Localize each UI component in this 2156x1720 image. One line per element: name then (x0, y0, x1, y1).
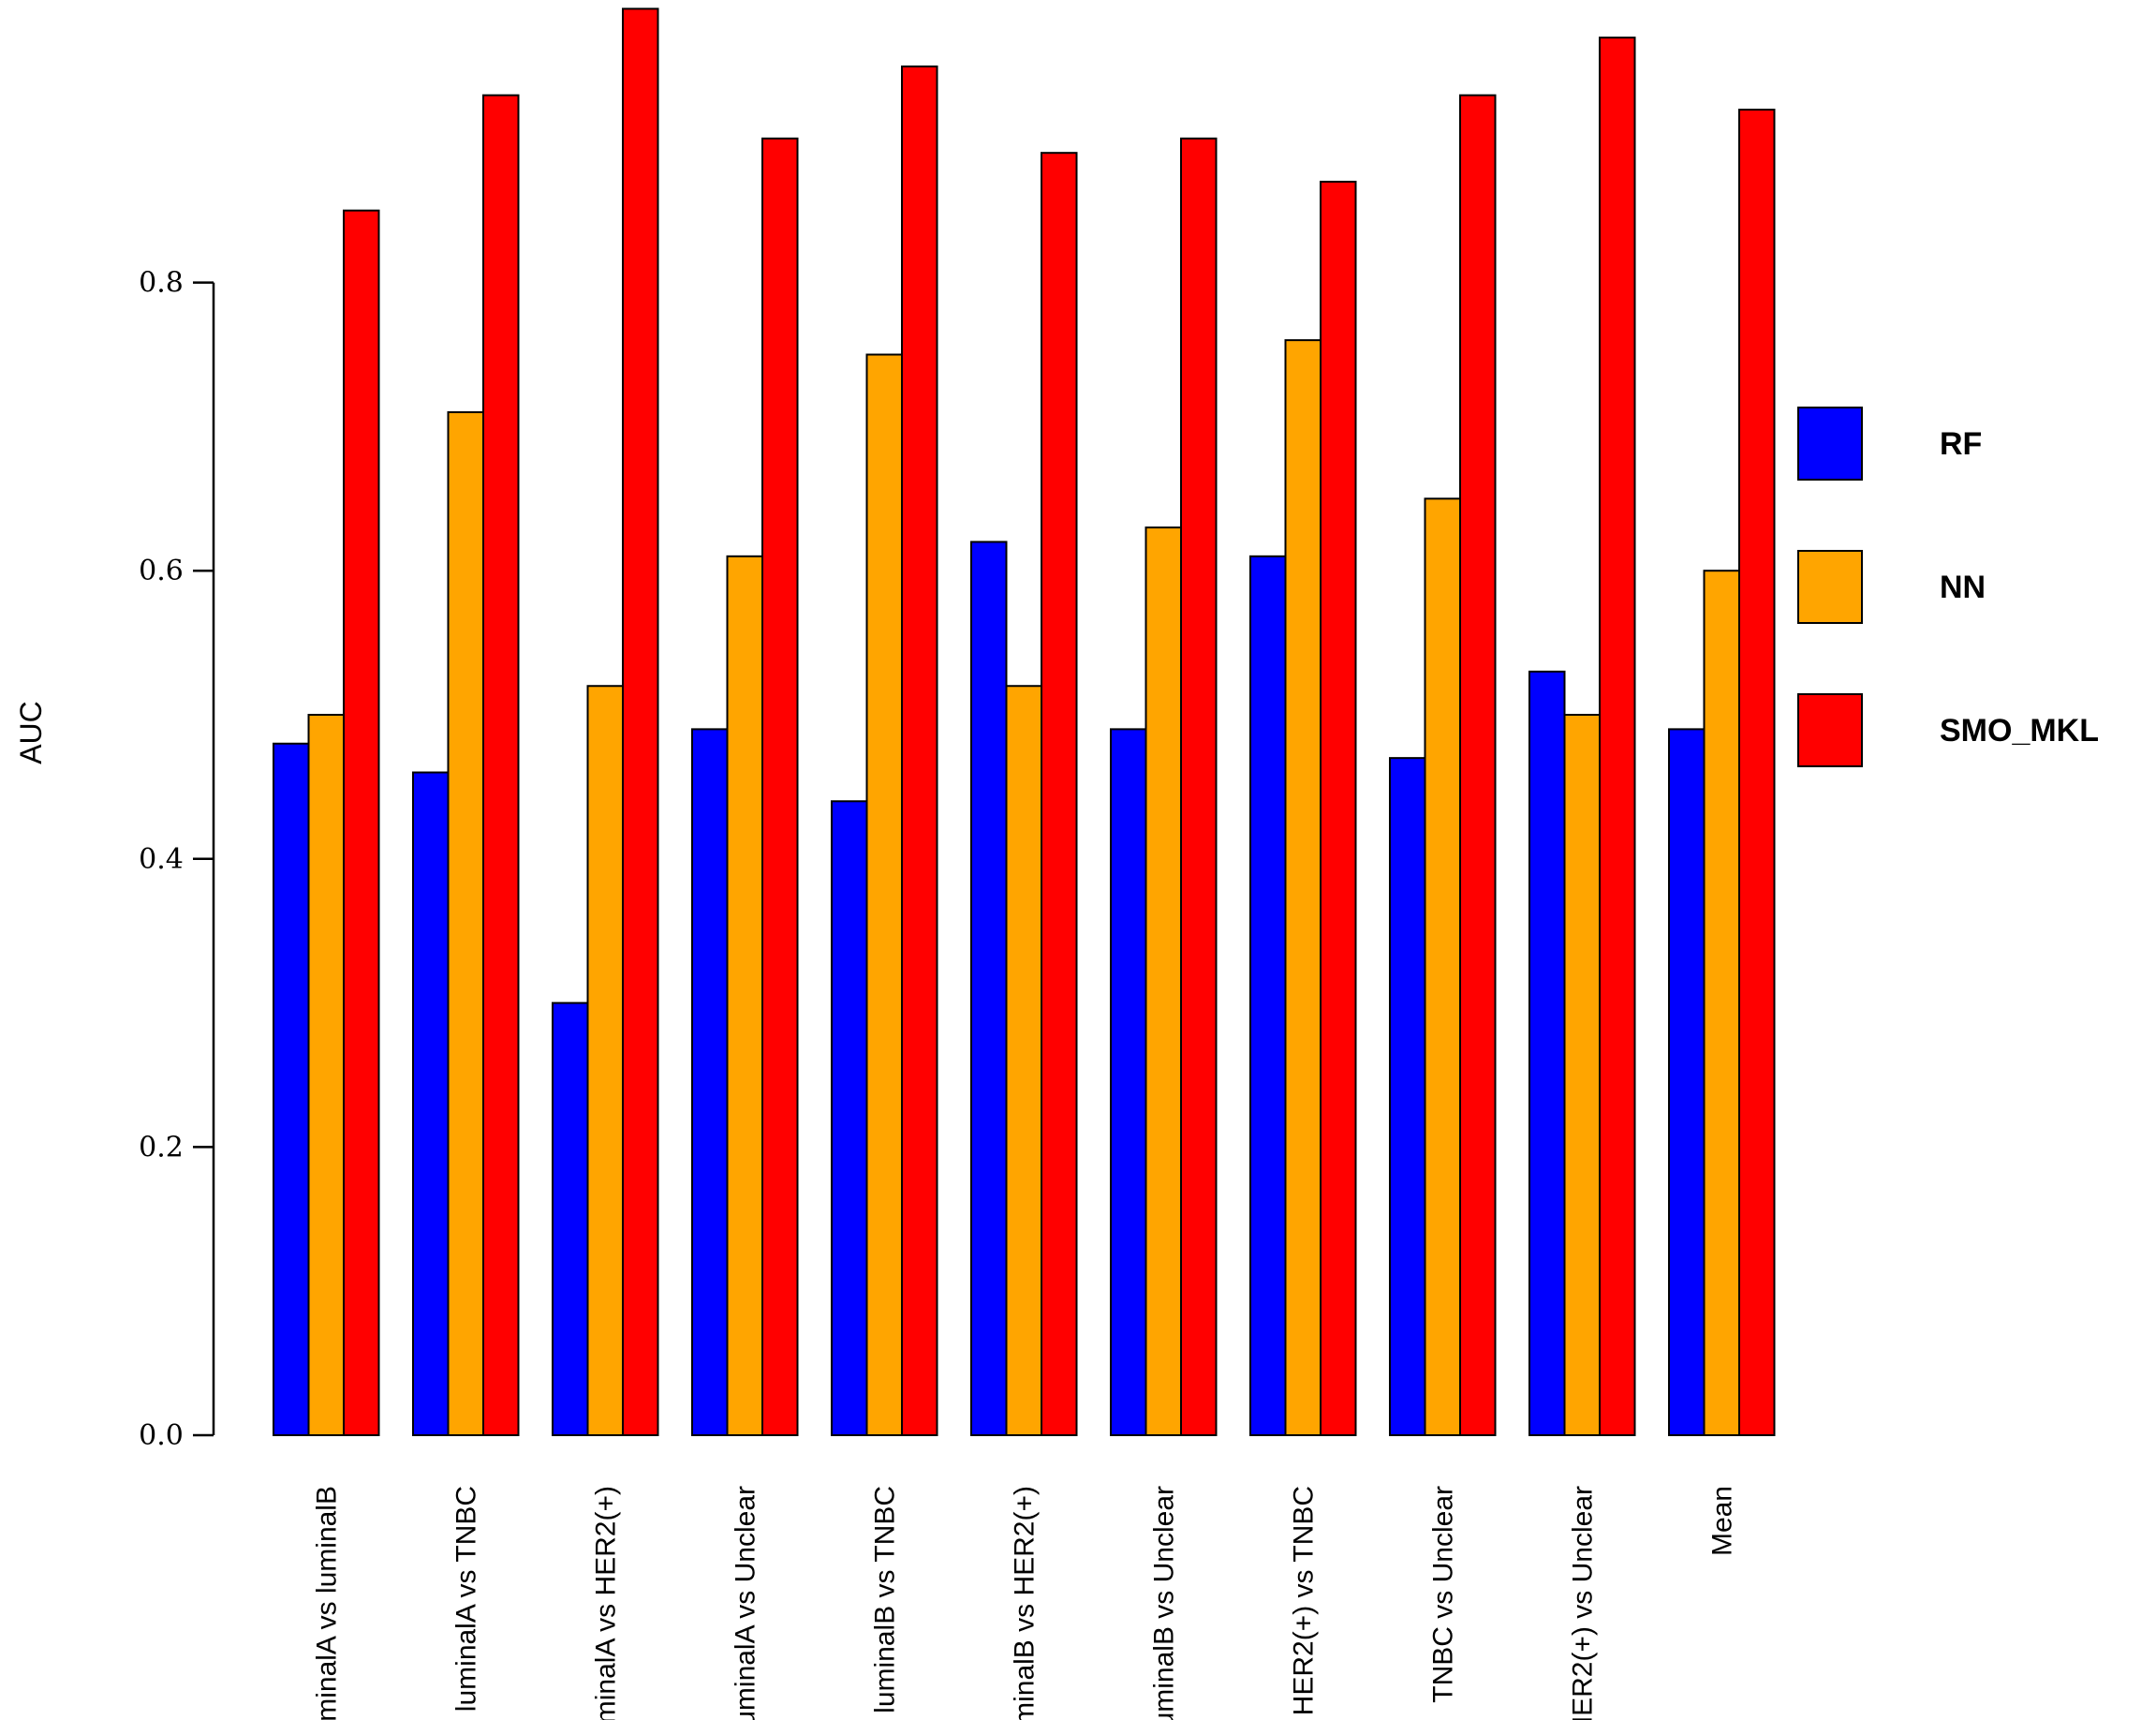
legend: RF NN SMO_MKL (1797, 407, 2099, 767)
bar-group (552, 7, 659, 1436)
bar-smo-mkl (622, 7, 659, 1436)
x-category-label: luminalA vs TNBC (450, 1486, 481, 1712)
legend-label: SMO_MKL (1940, 713, 2099, 749)
bar-group (1668, 109, 1776, 1436)
x-category-label: luminalB vs TNBC (869, 1486, 900, 1713)
bar-rf (412, 771, 450, 1436)
legend-label: NN (1940, 570, 1986, 605)
x-category-label: luminalA vs luminalB (311, 1486, 342, 1720)
bar-nn (1284, 339, 1322, 1436)
bar-rf (1528, 670, 1566, 1436)
legend-item: SMO_MKL (1797, 693, 2099, 767)
bar-smo-mkl (343, 209, 380, 1437)
bar-nn (1144, 526, 1182, 1436)
y-tick-label: 0.4 (139, 843, 184, 876)
bar-rf (691, 728, 729, 1436)
bar-nn (1424, 497, 1461, 1436)
bar-nn (586, 685, 624, 1436)
bar-rf (831, 800, 868, 1436)
bar-group (831, 65, 938, 1436)
bar-rf (970, 541, 1008, 1436)
x-axis-labels: luminalA vs luminalB luminalA vs TNBC lumi… (311, 1486, 1737, 1720)
bar-smo-mkl (1180, 137, 1218, 1436)
y-axis: 0.0 0.2 0.4 0.6 0.8 (139, 267, 215, 1452)
legend-label: RF (1940, 426, 1982, 462)
bar-smo-mkl (761, 137, 799, 1436)
bar-group (273, 209, 380, 1437)
bar-rf (1110, 728, 1147, 1436)
bar-smo-mkl (901, 65, 938, 1436)
legend-swatch (1797, 693, 1863, 767)
legend-item: RF (1797, 407, 1982, 481)
x-category-label: luminalB vs Unclear (1148, 1486, 1179, 1720)
y-tick-label: 0.6 (139, 555, 184, 587)
x-category-label: luminalA vs HER2(+) (590, 1486, 621, 1720)
bar-smo-mkl (1738, 109, 1776, 1436)
legend-swatch (1797, 407, 1863, 481)
x-category-label: TNBC vs Unclear (1427, 1486, 1458, 1703)
x-category-label: HER2(+) vs Unclear (1567, 1486, 1598, 1720)
bar-nn (1563, 714, 1601, 1436)
bar-rf (273, 742, 310, 1436)
legend-item: NN (1797, 550, 1986, 624)
bars (273, 7, 1776, 1437)
bar-rf (1668, 728, 1706, 1436)
x-category-label: luminalA vs Unclear (730, 1486, 761, 1720)
bar-group (1249, 180, 1357, 1437)
bar-group (970, 152, 1078, 1436)
bar-group (412, 94, 520, 1436)
bar-group (1528, 37, 1636, 1436)
y-axis-title: AUC (14, 701, 48, 764)
bar-smo-mkl (482, 94, 520, 1436)
bar-smo-mkl (1599, 37, 1636, 1436)
legend-swatch (1797, 550, 1863, 624)
bar-nn (307, 714, 345, 1436)
x-category-label: HER2(+) vs TNBC (1288, 1486, 1319, 1715)
bar-smo-mkl (1459, 94, 1497, 1436)
bar-nn (726, 555, 763, 1436)
bar-smo-mkl (1320, 180, 1357, 1437)
y-tick-label: 0.0 (139, 1419, 184, 1452)
y-tick-label: 0.2 (139, 1131, 184, 1164)
bar-group (691, 137, 799, 1436)
bar-nn (1005, 685, 1042, 1436)
bar-smo-mkl (1041, 152, 1078, 1436)
bar-rf (552, 1001, 589, 1436)
x-category-label: luminalB vs HER2(+) (1009, 1486, 1040, 1720)
bar-rf (1249, 555, 1287, 1436)
bar-nn (447, 411, 484, 1436)
bar-nn (865, 353, 903, 1436)
x-category-label: Mean (1706, 1486, 1737, 1556)
bar-group (1389, 94, 1497, 1436)
bar-rf (1389, 757, 1426, 1436)
bar-group (1110, 137, 1218, 1436)
y-tick-label: 0.8 (139, 267, 184, 300)
bar-nn (1703, 570, 1740, 1436)
